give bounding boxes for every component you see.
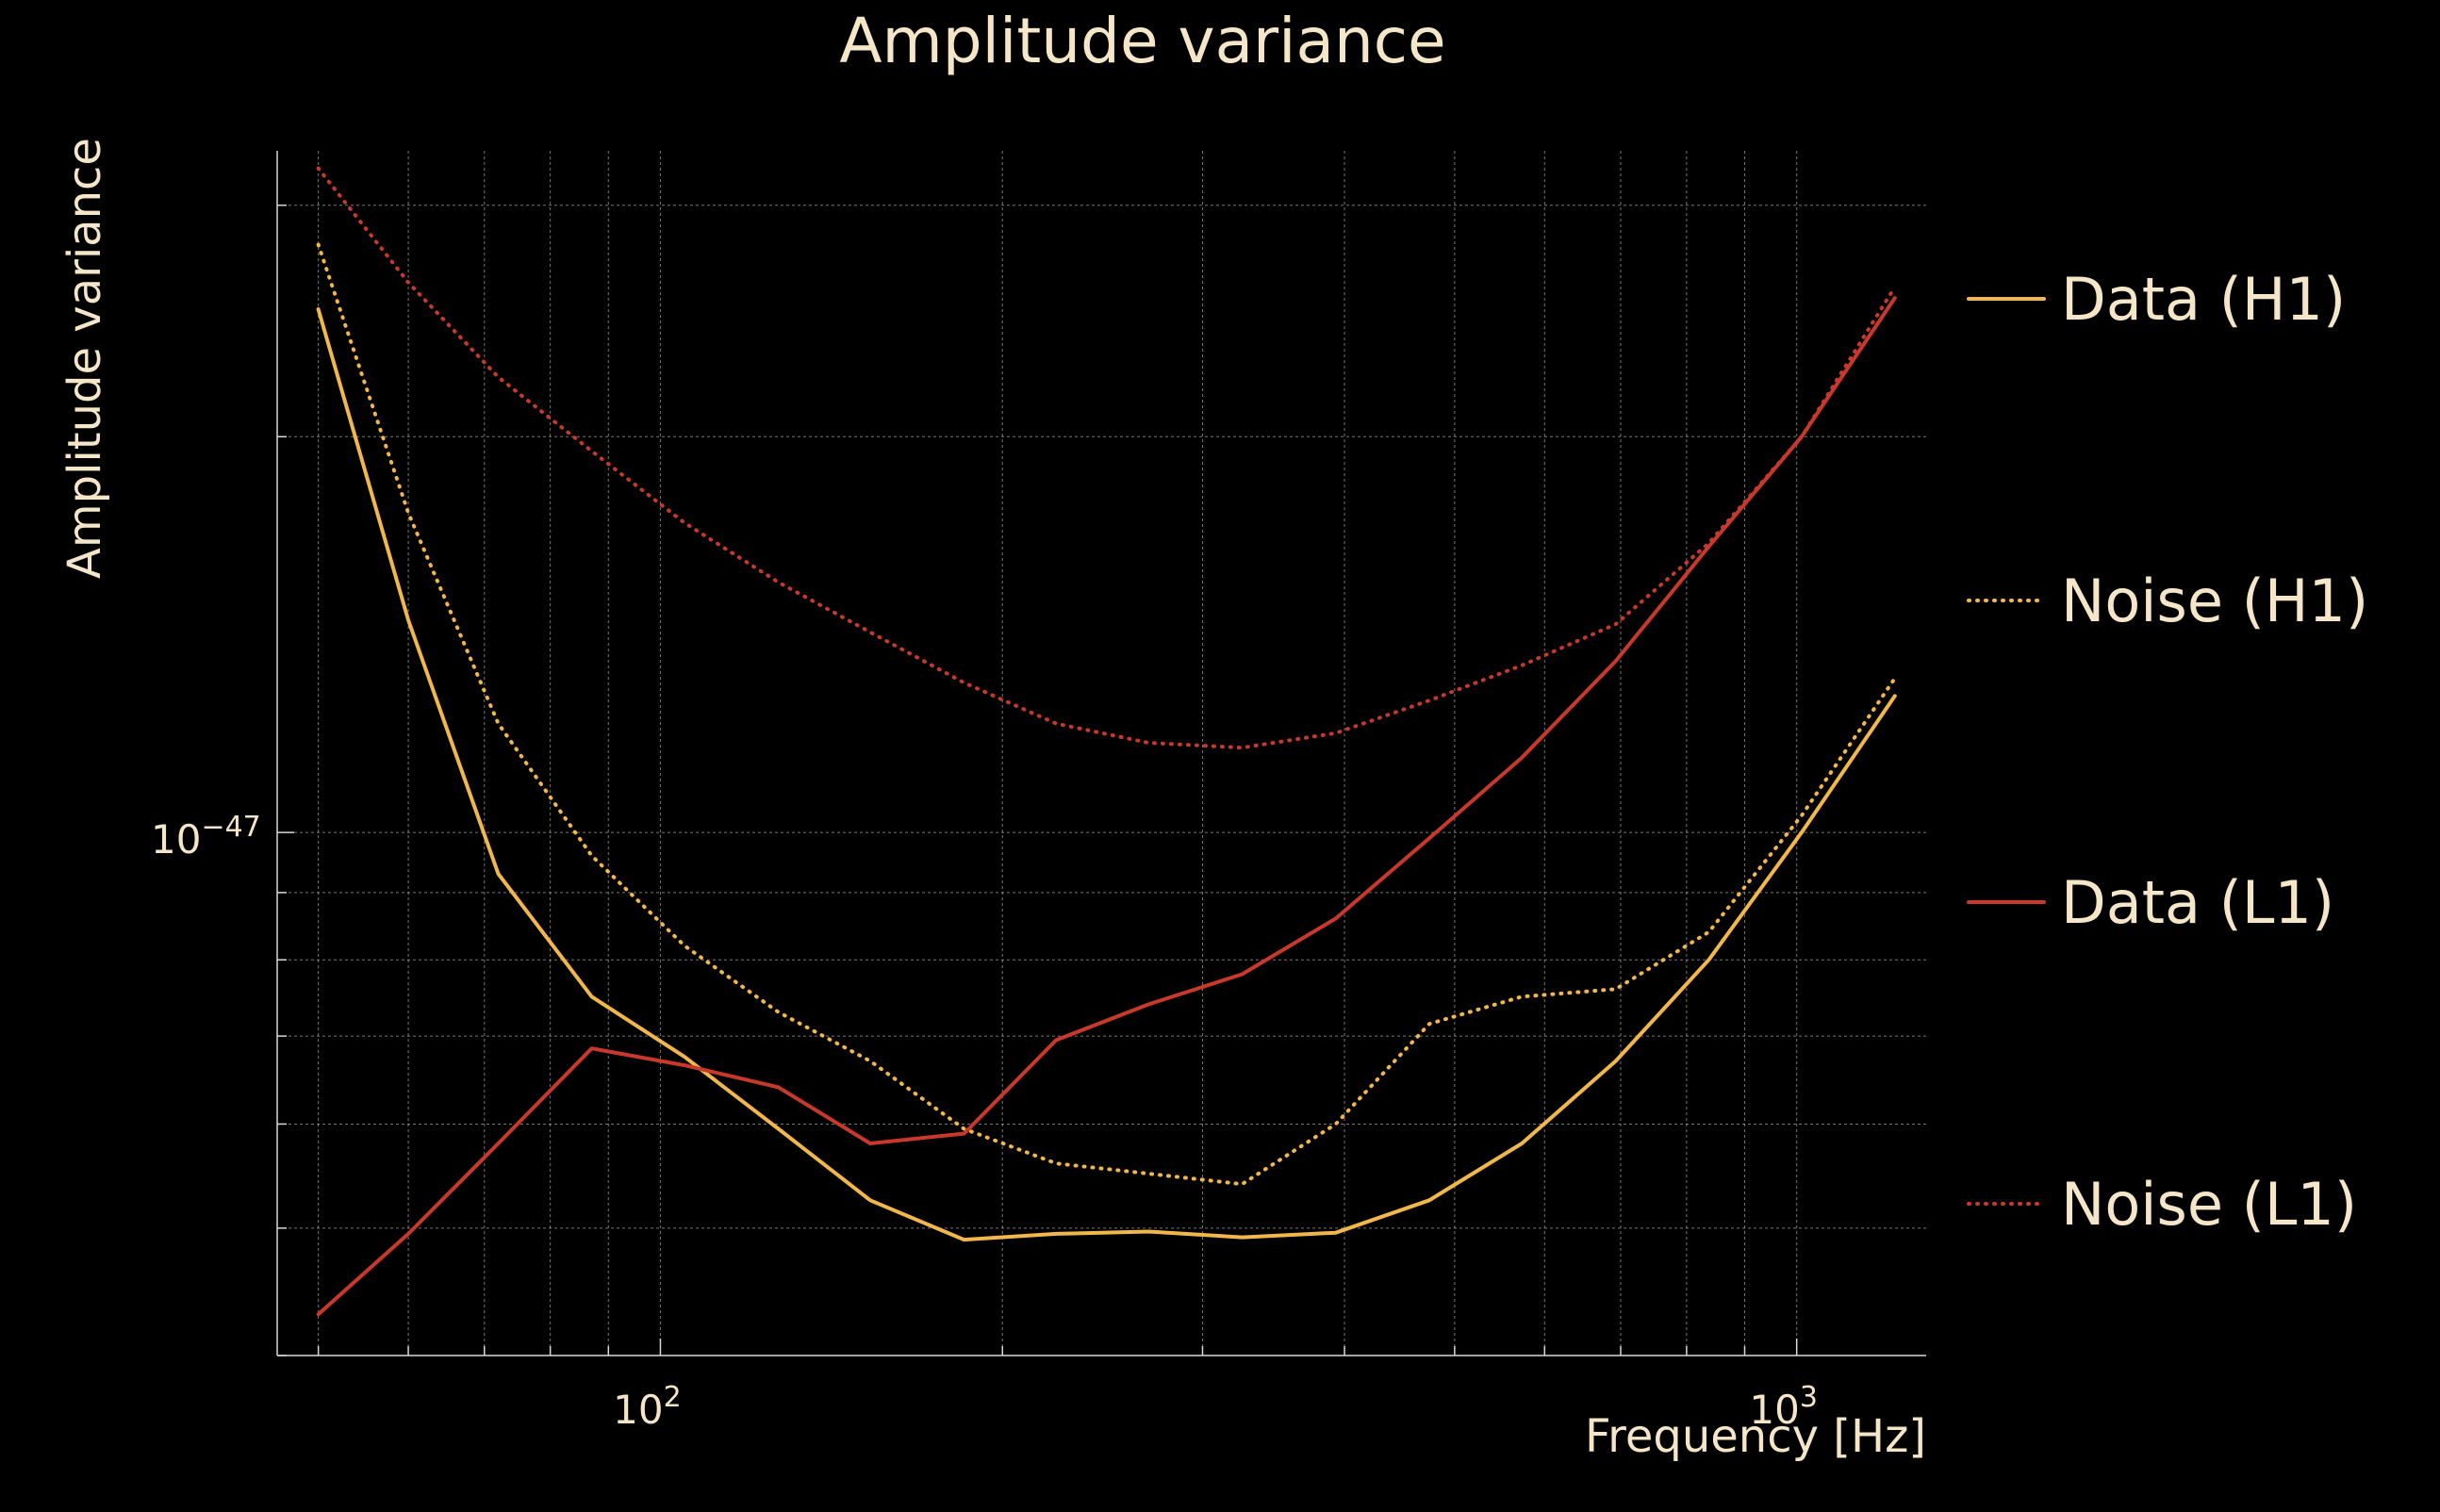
y-axis-label: Amplitude variance [58,138,111,579]
y-tick-label: 10−47 [151,811,261,863]
legend-label-4: Noise (L1) [2061,1170,2357,1239]
series-lines [316,166,1897,1317]
legend: Data (H1) Noise (H1) Data (L1) Noise (L1) [1967,265,2368,1239]
series-line-3 [316,296,1897,1317]
x-tick-label: 102 [613,1381,682,1433]
legend-label-2: Noise (H1) [2061,567,2368,635]
legend-label-1: Data (H1) [2061,265,2346,334]
legend-label-3: Data (L1) [2061,868,2334,937]
series-line-1 [316,307,1897,1242]
x-axis-label: Frequency [Hz] [1585,1410,1926,1463]
series-line-2 [316,242,1897,1187]
x-tick-label: 103 [1749,1381,1818,1433]
axes: 102 103 10−47 [151,151,1926,1433]
series-line-4 [316,166,1897,750]
grid-lines [277,151,1926,1356]
chart-title: Amplitude variance [839,5,1445,77]
